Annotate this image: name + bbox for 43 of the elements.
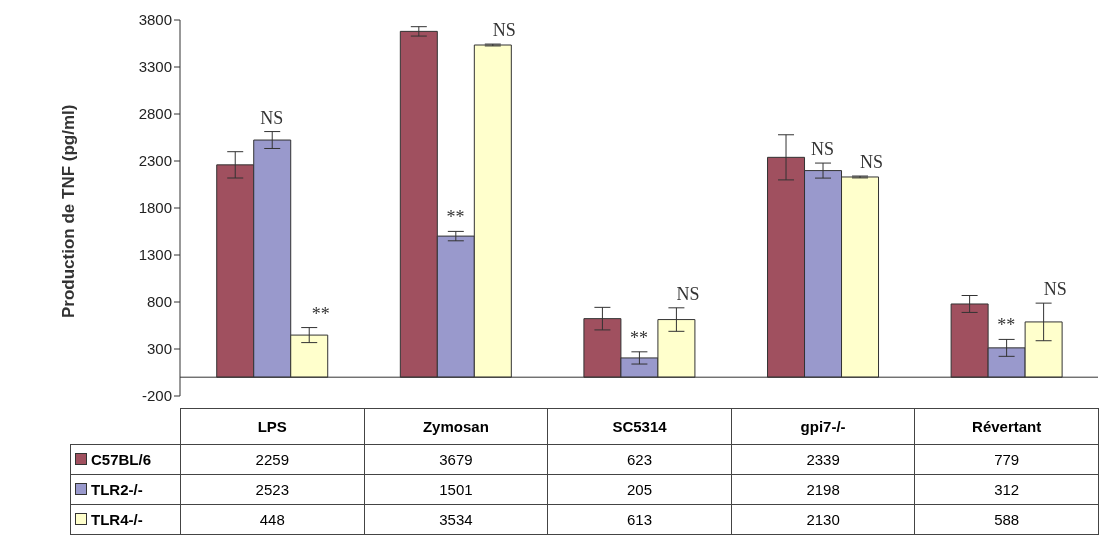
data-label: 3679: [364, 444, 548, 475]
x-tick-label: SC5314: [547, 408, 732, 445]
y-tick-label: 300: [146, 340, 172, 358]
data-label: 448: [180, 504, 365, 535]
x-tick-label: Révertant: [914, 408, 1099, 445]
annotation: **: [446, 207, 465, 228]
y-tick-label: 1300: [138, 246, 172, 264]
y-tick-label: 2300: [138, 152, 172, 170]
data-label: 613: [547, 504, 732, 535]
legend-label: TLR4-/-: [70, 504, 181, 535]
legend-label: TLR2-/-: [70, 474, 181, 505]
data-label: 3534: [364, 504, 548, 535]
x-tick-label: gpi7-/-: [731, 408, 915, 445]
x-tick-label: LPS: [180, 408, 365, 445]
annotation: NS: [260, 107, 284, 128]
x-tick-label: Zymosan: [364, 408, 548, 445]
data-label: 779: [914, 444, 1099, 475]
data-label: 2259: [180, 444, 365, 475]
y-tick-label: -200: [141, 387, 172, 405]
annotation: **: [630, 327, 648, 348]
annotation: NS: [1043, 279, 1067, 300]
y-tick-label: 2800: [138, 105, 172, 123]
annotation: **: [997, 315, 1016, 336]
data-label: 623: [547, 444, 732, 475]
data-label: 2130: [731, 504, 915, 535]
annotation: NS: [676, 283, 700, 304]
annotation: NS: [811, 139, 835, 160]
data-label: 588: [914, 504, 1099, 535]
data-label: 2339: [731, 444, 915, 475]
y-tick-label: 3800: [138, 11, 172, 29]
annotation: NS: [492, 20, 516, 41]
data-label: 2523: [180, 474, 365, 505]
legend-label: C57BL/6: [70, 444, 181, 475]
annotation: NS: [860, 152, 884, 173]
y-axis-title: Production de TNF (pg/ml): [59, 104, 79, 318]
y-tick-label: 800: [146, 293, 172, 311]
data-label: 2198: [731, 474, 915, 505]
data-label: 205: [547, 474, 732, 505]
data-label: 1501: [364, 474, 548, 505]
y-tick-label: 1800: [138, 199, 172, 217]
annotation: **: [311, 303, 330, 324]
data-label: 312: [914, 474, 1099, 505]
y-tick-label: 3300: [138, 58, 172, 76]
